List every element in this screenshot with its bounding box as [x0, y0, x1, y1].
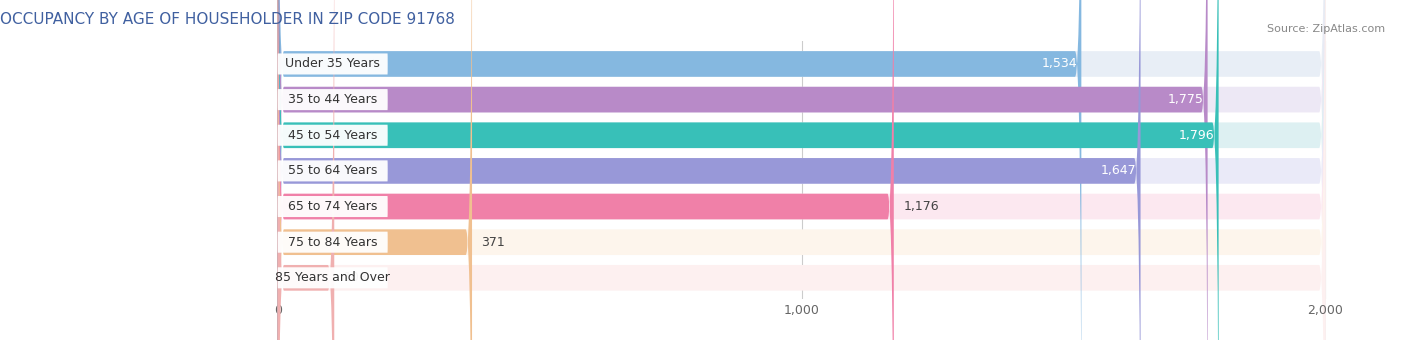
Text: 1,534: 1,534	[1042, 57, 1077, 70]
FancyBboxPatch shape	[277, 0, 1219, 340]
FancyBboxPatch shape	[277, 0, 1326, 340]
Text: OCCUPANCY BY AGE OF HOUSEHOLDER IN ZIP CODE 91768: OCCUPANCY BY AGE OF HOUSEHOLDER IN ZIP C…	[0, 12, 456, 27]
Text: 1,775: 1,775	[1167, 93, 1204, 106]
Text: 35 to 44 Years: 35 to 44 Years	[288, 93, 377, 106]
Text: 85 Years and Over: 85 Years and Over	[276, 271, 389, 284]
FancyBboxPatch shape	[277, 0, 1326, 340]
FancyBboxPatch shape	[277, 0, 1326, 340]
FancyBboxPatch shape	[277, 0, 894, 340]
FancyBboxPatch shape	[277, 125, 388, 146]
Text: 1,176: 1,176	[903, 200, 939, 213]
Text: Source: ZipAtlas.com: Source: ZipAtlas.com	[1267, 24, 1385, 34]
FancyBboxPatch shape	[277, 232, 388, 253]
Text: 65 to 74 Years: 65 to 74 Years	[288, 200, 377, 213]
FancyBboxPatch shape	[277, 53, 388, 74]
FancyBboxPatch shape	[277, 0, 1326, 340]
Text: 1,796: 1,796	[1178, 129, 1215, 142]
Text: 108: 108	[343, 271, 367, 284]
FancyBboxPatch shape	[277, 160, 388, 182]
FancyBboxPatch shape	[277, 0, 1326, 340]
FancyBboxPatch shape	[277, 196, 388, 217]
Text: 75 to 84 Years: 75 to 84 Years	[288, 236, 377, 249]
FancyBboxPatch shape	[277, 0, 1208, 340]
FancyBboxPatch shape	[277, 0, 1081, 340]
FancyBboxPatch shape	[277, 89, 388, 110]
FancyBboxPatch shape	[277, 0, 472, 340]
Text: Under 35 Years: Under 35 Years	[285, 57, 380, 70]
FancyBboxPatch shape	[277, 0, 1326, 340]
Text: 45 to 54 Years: 45 to 54 Years	[288, 129, 377, 142]
FancyBboxPatch shape	[277, 0, 1326, 340]
Text: 371: 371	[481, 236, 505, 249]
Text: 1,647: 1,647	[1101, 165, 1136, 177]
FancyBboxPatch shape	[277, 0, 335, 340]
FancyBboxPatch shape	[277, 0, 1140, 340]
Text: 55 to 64 Years: 55 to 64 Years	[288, 165, 377, 177]
FancyBboxPatch shape	[277, 267, 388, 288]
